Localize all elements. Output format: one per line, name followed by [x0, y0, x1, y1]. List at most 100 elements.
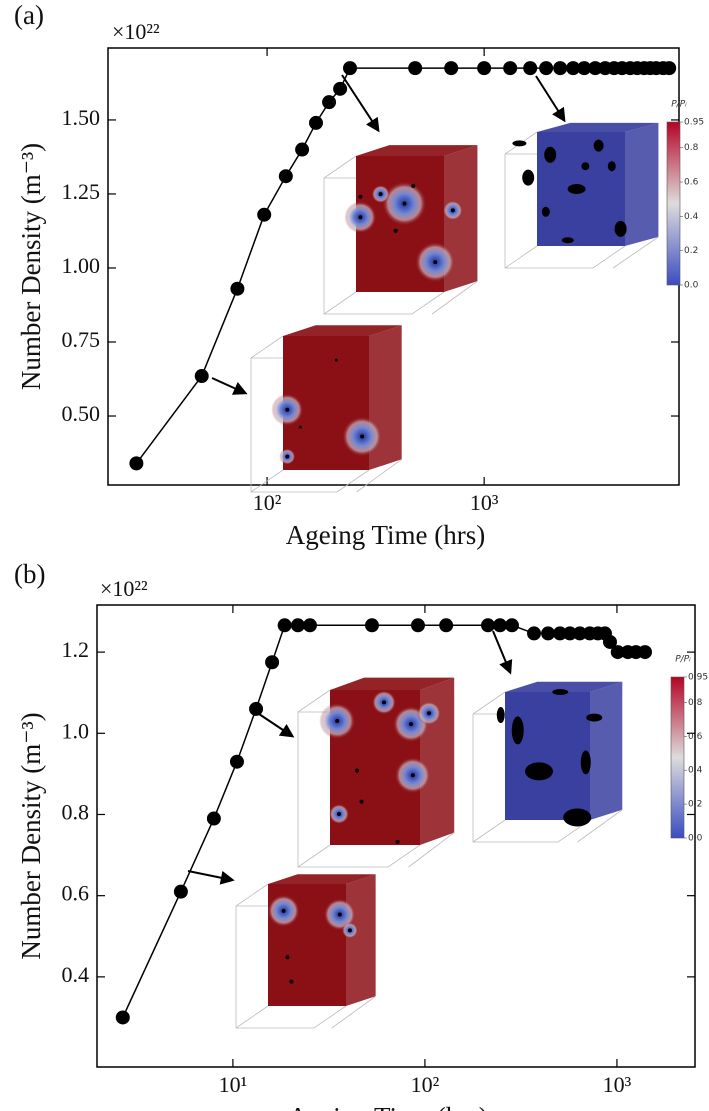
- data-point: [588, 61, 603, 76]
- x-tick-label: 10³: [603, 1072, 632, 1097]
- precipitate: [541, 206, 550, 217]
- y-tick-label: 1.25: [62, 179, 101, 204]
- data-point: [194, 369, 209, 384]
- cube-wireframe: [297, 689, 421, 868]
- data-point: [410, 618, 425, 633]
- precipitate: [285, 407, 290, 412]
- colorbar-tick-label: 0.8: [684, 143, 699, 153]
- cube-wireframe: [577, 809, 623, 843]
- arrow: [255, 711, 295, 738]
- precipitate: [395, 839, 400, 844]
- data-point: [333, 81, 348, 96]
- precipitate: [359, 799, 364, 804]
- precipitate: [334, 358, 338, 362]
- precipitate: [285, 955, 290, 960]
- precipitate: [410, 773, 415, 778]
- inset-cube: [250, 325, 402, 493]
- cube-top: [356, 145, 478, 156]
- colorbar: [670, 676, 685, 839]
- data-point: [539, 61, 554, 76]
- data-point: [322, 95, 337, 110]
- data-point: [552, 626, 567, 641]
- data-point: [277, 618, 292, 633]
- data-point: [343, 61, 358, 76]
- precipitate: [586, 713, 603, 722]
- colorbar: [666, 121, 681, 286]
- cube-top: [283, 325, 402, 336]
- cube-wireframe: [331, 995, 376, 1029]
- y-axis-label: Number Density (m⁻³): [16, 712, 46, 959]
- precipitate: [607, 161, 616, 172]
- cube-side: [346, 874, 376, 1006]
- data-point: [480, 618, 495, 633]
- colorbar-label: P/Pᵢ: [675, 655, 691, 665]
- data-point: [553, 61, 568, 76]
- colorbar-tick-label: 0.6: [684, 178, 699, 188]
- colorbar-tick-label: 0.2: [684, 246, 698, 256]
- cube-top: [268, 874, 376, 884]
- precipitate: [358, 194, 363, 199]
- colorbar-tick-label: 0.95: [684, 118, 704, 128]
- precipitate: [298, 425, 302, 429]
- data-point: [477, 61, 492, 76]
- colorbar-tick-label: 0.0: [688, 834, 703, 844]
- y-tick-label: 0.6: [62, 881, 90, 906]
- precipitate: [433, 260, 438, 265]
- cube-front: [505, 692, 590, 820]
- cube-top: [505, 681, 623, 692]
- panel-label: (a): [14, 0, 44, 30]
- data-point: [115, 1010, 130, 1025]
- plot-frame: [96, 604, 696, 1068]
- data-point: [492, 618, 507, 633]
- y-multiplier: ×10²²: [100, 576, 148, 601]
- cube-top: [537, 122, 659, 132]
- precipitate: [355, 768, 359, 773]
- y-axis-label: Number Density (m⁻³): [16, 143, 46, 390]
- x-axis-label: Ageing Time (hrs): [286, 520, 486, 550]
- data-point: [173, 884, 188, 899]
- precipitate: [614, 220, 627, 237]
- precipitate: [580, 750, 591, 775]
- arrow: [211, 377, 248, 395]
- cube-wireframe: [504, 131, 626, 269]
- data-point: [566, 61, 581, 76]
- precipitate: [281, 908, 286, 913]
- precipitate: [337, 812, 341, 816]
- precipitate: [335, 719, 340, 723]
- cube-side: [590, 681, 623, 820]
- cube-wireframe: [323, 155, 445, 315]
- data-point: [230, 281, 245, 296]
- data-point: [302, 618, 317, 633]
- data-point: [206, 811, 221, 826]
- precipitate: [593, 139, 604, 152]
- cube-wireframe: [235, 883, 347, 1029]
- colorbar-tick-label: 0.0: [684, 281, 699, 291]
- inset-cube: [323, 145, 478, 315]
- arrow: [535, 75, 566, 123]
- data-point: [229, 754, 244, 769]
- colorbar-tick-label: 0.8: [688, 698, 703, 708]
- inset-cube: [504, 122, 659, 269]
- precipitate: [512, 140, 527, 147]
- cube-wireframe: [356, 458, 402, 493]
- data-point: [129, 456, 144, 471]
- precipitate: [427, 711, 431, 716]
- data-point: [257, 207, 272, 222]
- precipitate: [382, 700, 386, 705]
- precipitate: [496, 707, 505, 724]
- colorbar-tick-label: 0.6: [688, 732, 703, 742]
- data-point: [602, 634, 617, 649]
- precipitate: [544, 146, 557, 163]
- arrow: [341, 74, 380, 133]
- data-point: [527, 626, 542, 641]
- precipitate: [563, 808, 592, 827]
- colorbar-tick-label: 0.4: [688, 766, 703, 776]
- data-point: [577, 61, 592, 76]
- precipitate: [411, 183, 416, 188]
- y-tick-label: 1.2: [62, 637, 90, 662]
- y-multiplier: ×10²²: [112, 19, 160, 44]
- cube-wireframe: [408, 832, 455, 868]
- y-tick-label: 0.8: [62, 800, 90, 825]
- cube-wireframe: [250, 335, 370, 493]
